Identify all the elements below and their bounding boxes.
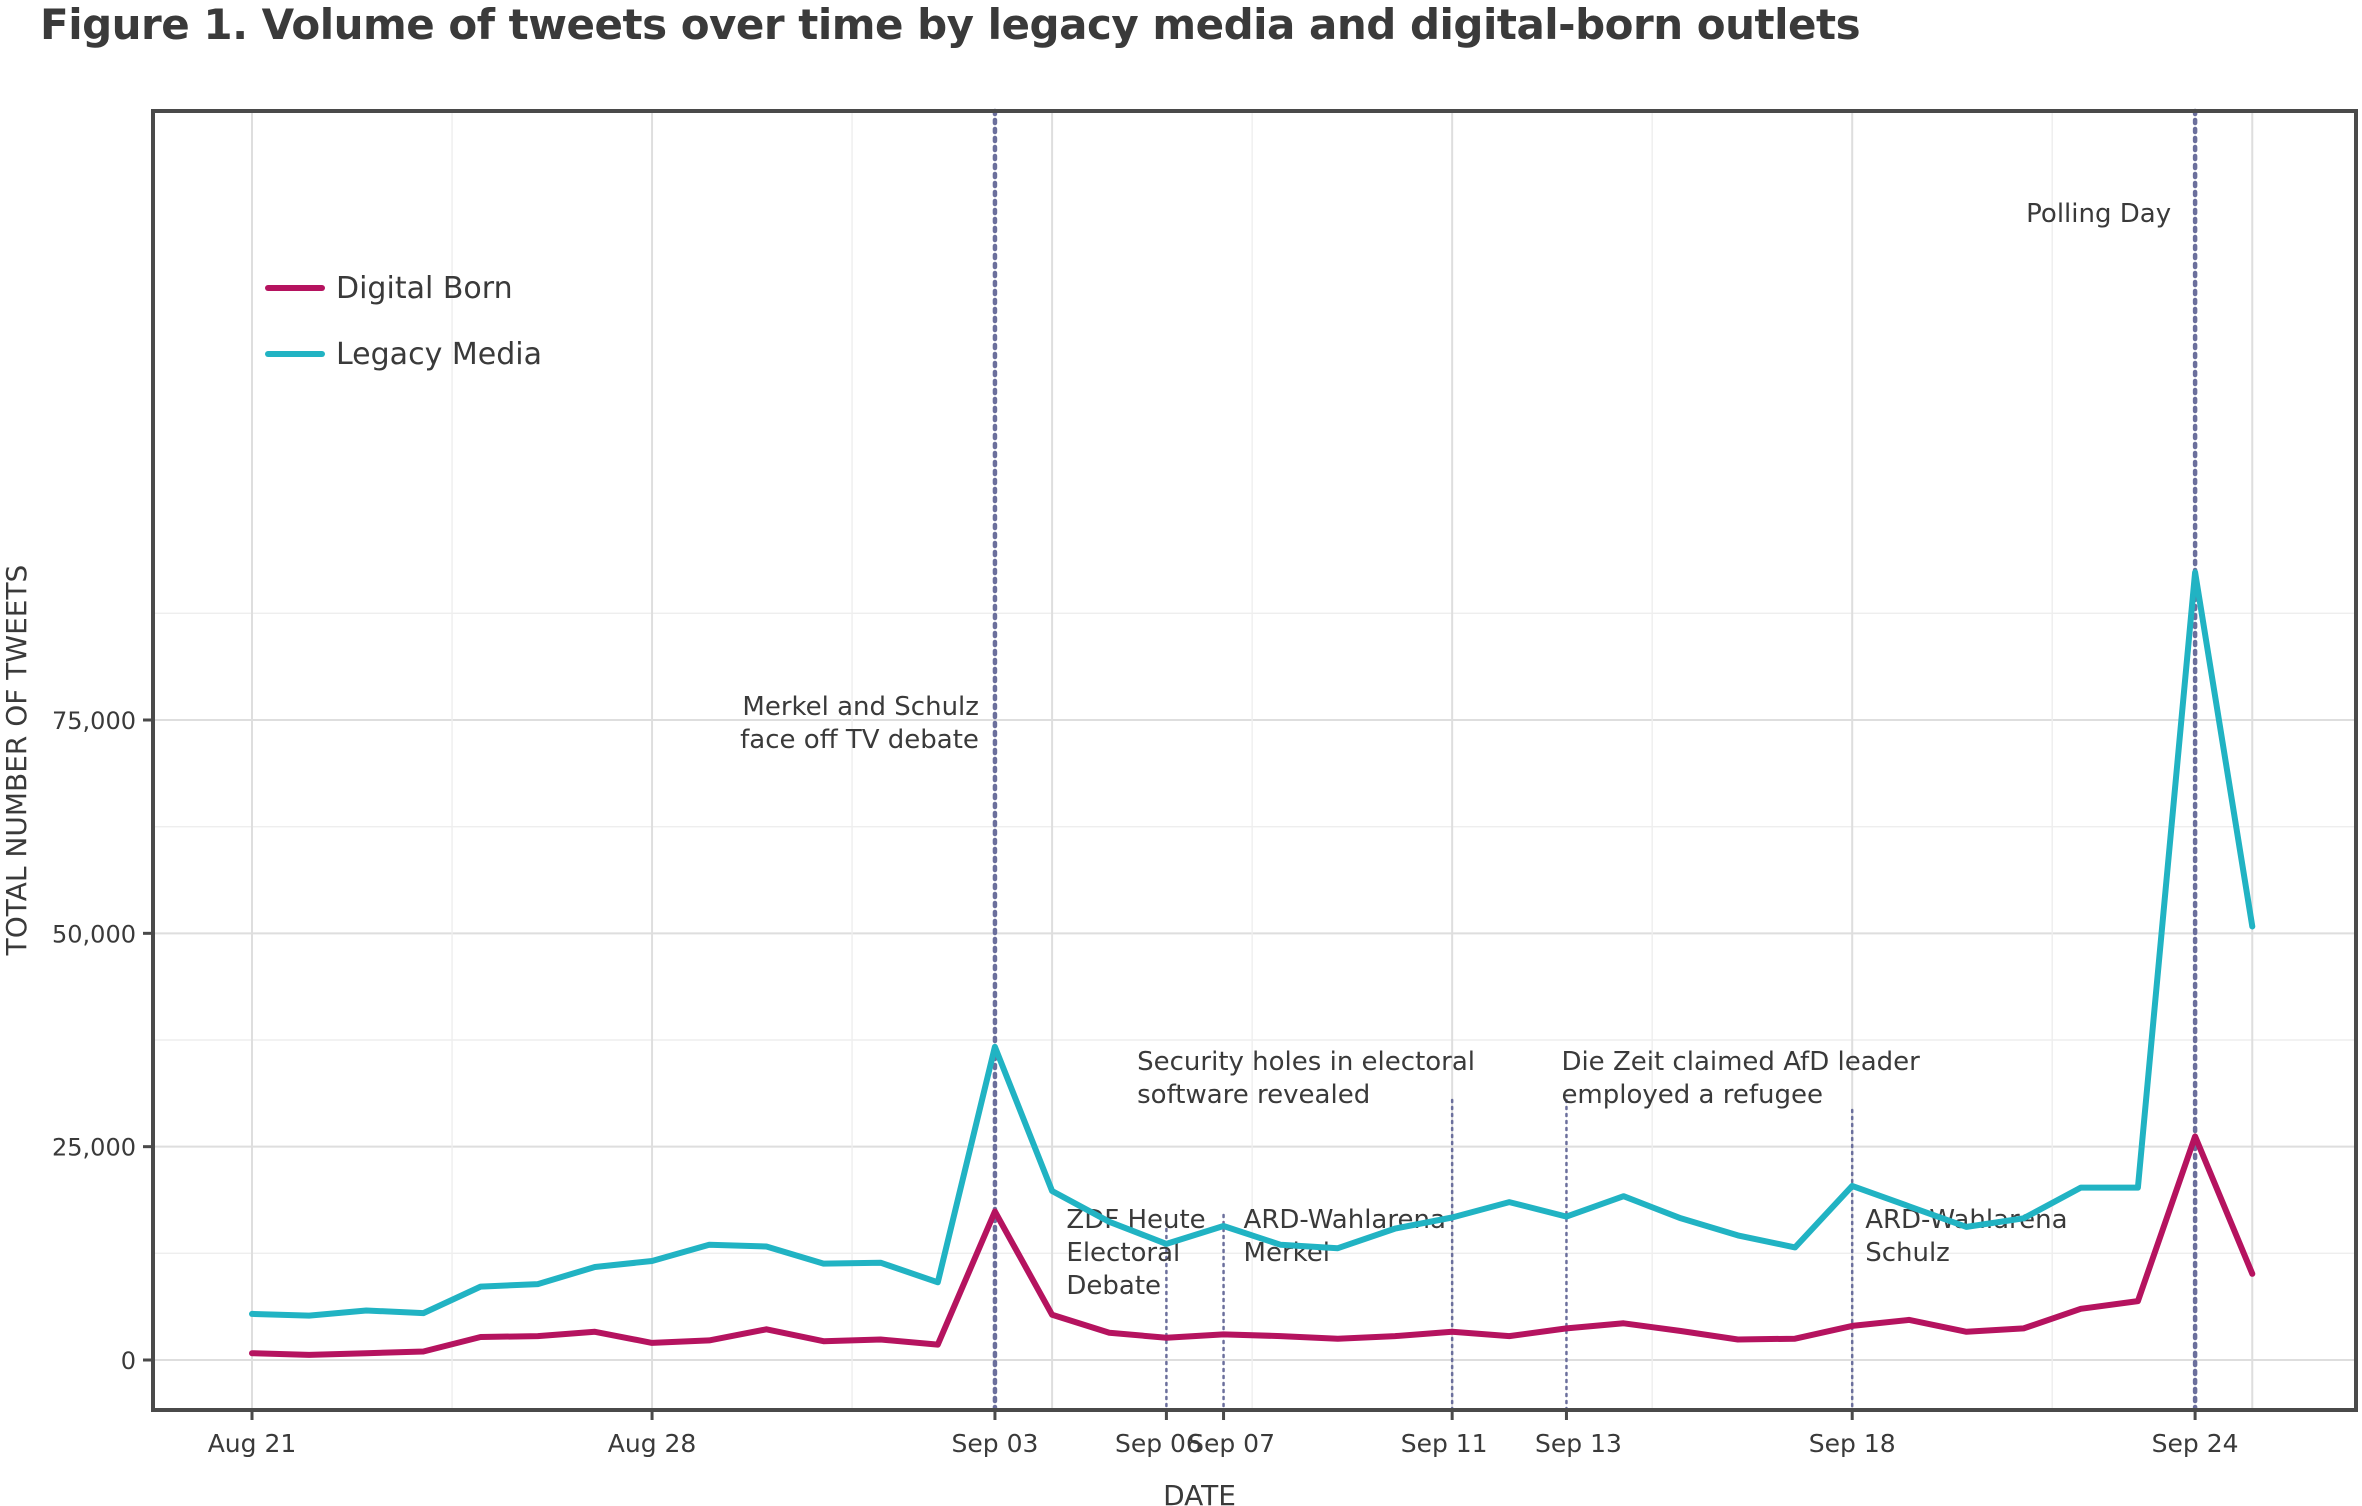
- x-tick-label: Sep 03: [952, 1429, 1039, 1458]
- x-tick-label: Sep 06: [1115, 1429, 1202, 1458]
- x-tick-label: Sep 18: [1809, 1429, 1896, 1458]
- event-label-line: ARD-Wahlarena: [1244, 1205, 1446, 1235]
- event-label-line: software revealed: [1137, 1080, 1370, 1110]
- y-tick-label: 75,000: [52, 707, 136, 735]
- y-tick-label: 0: [121, 1347, 136, 1375]
- x-axis-title: DATE: [1163, 1479, 1236, 1506]
- x-tick-label: Aug 21: [208, 1429, 297, 1458]
- y-tick-label: 25,000: [52, 1134, 136, 1162]
- legend-label: Digital Born: [336, 271, 513, 306]
- series-line-legacy-media: [249, 569, 2256, 1319]
- x-tick-label: Sep 11: [1401, 1429, 1488, 1458]
- x-tick-label: Sep 07: [1188, 1429, 1275, 1458]
- figure-title: Figure 1. Volume of tweets over time by …: [40, 0, 1861, 49]
- event-label-line: Polling Day: [2026, 199, 2171, 229]
- event-label: Security holes in electoral software reve…: [1137, 1047, 1475, 1110]
- plot-panel-border: [151, 109, 2358, 1412]
- event-label-line: employed a refugee: [1561, 1080, 1823, 1110]
- event-label-line: Debate: [1066, 1271, 1161, 1301]
- y-tick-label: 50,000: [52, 920, 136, 948]
- event-label-line: Security holes in electoral: [1137, 1047, 1475, 1077]
- event-label-line: face off TV debate: [740, 725, 979, 755]
- chart-legend: Digital Born Legacy Media: [265, 271, 542, 372]
- x-tick-label: Aug 28: [608, 1429, 697, 1458]
- chart-grid: [153, 111, 2356, 1410]
- x-tick-label: Sep 24: [2152, 1429, 2239, 1458]
- event-label: ARD-Wahlarena Merkel: [1244, 1205, 1446, 1268]
- event-label-line: Die Zeit claimed AfD leader: [1561, 1047, 1920, 1077]
- series-line-digital-born: [249, 1133, 2256, 1358]
- event-label: Die Zeit claimed AfD leader employed a re…: [1561, 1047, 1920, 1110]
- legend-label: Legacy Media: [336, 337, 542, 372]
- event-label: ARD-Wahlarena Schulz: [1865, 1205, 2067, 1268]
- event-label: Polling Day: [2026, 199, 2171, 229]
- chart-axes: 0 25,000 50,000 75,000 Aug 21 Aug 28 Sep 03 Sep…: [0, 565, 2239, 1506]
- y-axis-title: TOTAL NUMBER OF TWEETS: [0, 565, 33, 957]
- event-label-line: Merkel and Schulz: [742, 692, 979, 722]
- chart-series: [249, 569, 2256, 1358]
- event-label-line: Schulz: [1865, 1238, 1950, 1268]
- x-tick-label: Sep 13: [1535, 1429, 1622, 1458]
- event-label: Merkel and Schulz face off TV debate: [740, 692, 979, 755]
